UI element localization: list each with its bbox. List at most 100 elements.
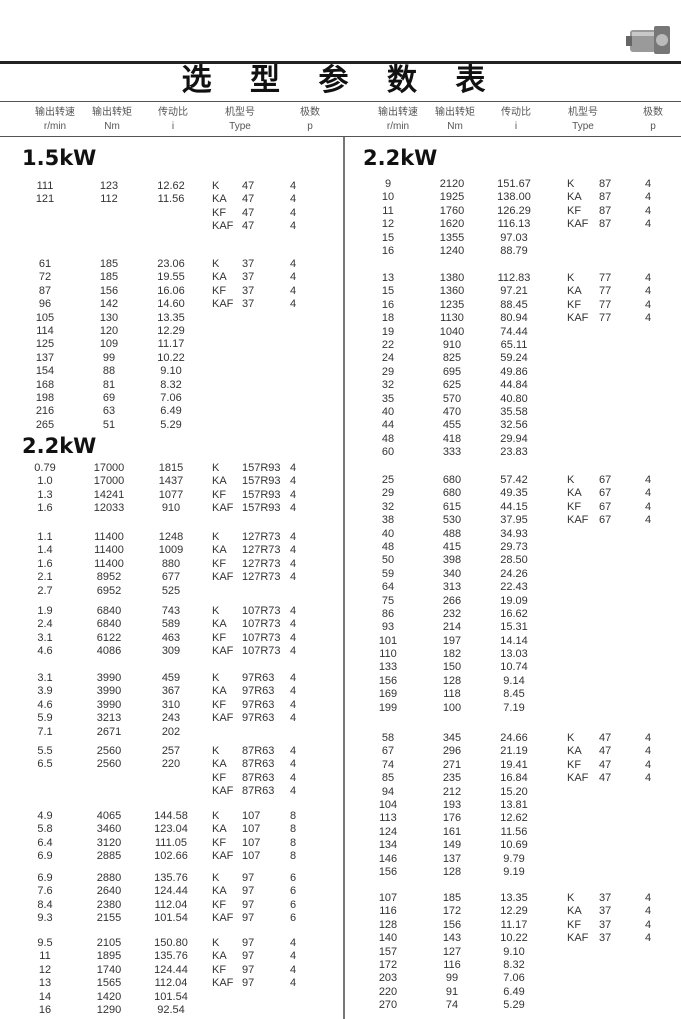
output-speed: 1.6 <box>37 502 53 515</box>
ratio: 97.21 <box>500 285 528 298</box>
ratio: 202 <box>161 725 181 738</box>
column-header: 传动比 i <box>148 106 198 134</box>
type-size: 97 <box>242 885 255 898</box>
output-speed: 203 <box>378 972 398 985</box>
poles: 4 <box>289 977 297 990</box>
poles: 8 <box>289 810 297 822</box>
type-size: 67 <box>599 487 612 500</box>
output-speed: 50 <box>381 554 395 567</box>
model-group: 6.9 2880 135.76 K 97 6 7.6 2640 124.44 KA 97 6 8.4 23… <box>0 872 338 926</box>
output-torque: 910 <box>442 338 462 351</box>
output-torque: 197 <box>442 634 462 647</box>
type-prefix: K <box>567 892 575 904</box>
poles: 4 <box>289 698 297 711</box>
output-torque: 680 <box>442 487 462 500</box>
table-row: 125 109 11.17 <box>0 338 338 351</box>
poles: 4 <box>644 178 652 190</box>
type-size: 97R63 <box>242 672 275 684</box>
output-torque: 271 <box>442 758 462 771</box>
output-torque: 91 <box>445 985 459 998</box>
output-torque: 1925 <box>439 191 465 204</box>
type-prefix: KF <box>567 758 582 771</box>
output-torque: 455 <box>442 419 462 432</box>
column-header: 输出转速 r/min <box>363 106 433 134</box>
table-row: 116 172 12.29 KA 37 4 <box>343 905 681 918</box>
table-row: 9.5 2105 150.80 K 97 4 <box>0 937 338 950</box>
table-row: 60 333 23.83 <box>343 446 681 459</box>
type-size: 127R73 <box>242 531 281 543</box>
table-row: 58 345 24.66 K 47 4 <box>343 732 681 745</box>
output-torque: 1355 <box>439 231 465 244</box>
type-prefix: KF <box>212 836 227 849</box>
output-torque: 6122 <box>96 631 122 644</box>
type-prefix: KAF <box>212 645 234 658</box>
ratio: 74.44 <box>500 325 528 338</box>
ratio: 29.73 <box>500 540 528 553</box>
type-size: 47 <box>599 732 612 744</box>
poles: 4 <box>644 285 652 298</box>
output-speed: 5.8 <box>37 823 53 836</box>
output-speed: 220 <box>378 985 398 998</box>
type-prefix: KF <box>567 298 582 311</box>
output-torque: 81 <box>102 378 116 391</box>
table-row: 5.8 3460 123.04 KA 107 8 <box>0 823 338 836</box>
column-header-unit: r/min <box>386 121 410 132</box>
type-prefix: K <box>212 937 220 949</box>
type-size: 47 <box>599 772 612 785</box>
type-prefix: KA <box>212 758 227 771</box>
output-speed: 172 <box>378 958 398 971</box>
table-row: 265 51 5.29 <box>0 419 338 432</box>
output-torque: 128 <box>442 674 462 687</box>
output-torque: 149 <box>442 839 462 852</box>
poles: 4 <box>644 732 652 744</box>
model-group: 1.1 11400 1248 K 127R73 4 1.4 11400 1009 KA 127R73… <box>0 531 338 598</box>
output-torque: 3213 <box>96 712 122 725</box>
output-speed: 12 <box>381 218 395 231</box>
table-row: 1.1 11400 1248 K 127R73 4 <box>0 531 338 544</box>
ratio: 220 <box>161 758 181 771</box>
output-torque: 2880 <box>96 872 122 884</box>
output-speed: 74 <box>381 758 395 771</box>
output-speed: 2.4 <box>37 618 53 631</box>
output-speed: 198 <box>35 391 55 404</box>
output-torque: 2560 <box>96 758 122 771</box>
ratio: 16.62 <box>500 607 528 620</box>
ratio: 44.84 <box>500 379 528 392</box>
output-torque: 142 <box>99 298 119 311</box>
type-prefix: KA <box>567 905 582 918</box>
ratio: 13.35 <box>157 311 185 324</box>
output-speed: 154 <box>35 365 55 378</box>
type-prefix: KAF <box>567 514 589 527</box>
column-header-unit: i <box>514 121 518 132</box>
ratio: 589 <box>161 618 181 631</box>
table-row: 9 2120 151.67 K 87 4 <box>343 178 681 191</box>
ratio: 257 <box>161 745 181 757</box>
table-row: 40 470 35.58 <box>343 406 681 419</box>
output-torque: 2640 <box>96 885 122 898</box>
poles: 4 <box>289 618 297 631</box>
ratio: 144.58 <box>154 810 188 822</box>
ratio: 1437 <box>158 475 184 488</box>
output-speed: 1.0 <box>37 475 53 488</box>
ratio: 19.55 <box>157 271 185 284</box>
column-header-cn: 极数 <box>643 107 663 118</box>
type-size: 107 <box>242 823 261 836</box>
type-prefix: KA <box>212 271 227 284</box>
table-row: 64 313 22.43 <box>343 581 681 594</box>
type-size: 77 <box>599 298 612 311</box>
output-torque: 176 <box>442 812 462 825</box>
type-prefix: KF <box>212 771 227 784</box>
ratio: 1815 <box>158 462 184 474</box>
table-row: KAF 87R63 4 <box>0 785 338 798</box>
type-prefix: KAF <box>567 218 589 231</box>
type-prefix: K <box>212 180 220 192</box>
output-torque: 69 <box>102 391 116 404</box>
output-speed: 7.1 <box>37 725 53 738</box>
type-prefix: K <box>212 462 220 474</box>
output-speed: 111 <box>36 180 54 192</box>
output-speed: 40 <box>381 527 395 540</box>
output-speed: 169 <box>378 688 398 701</box>
type-prefix: KAF <box>212 502 234 515</box>
table-row: 9.3 2155 101.54 KAF 97 6 <box>0 912 338 925</box>
output-speed: 93 <box>381 621 395 634</box>
